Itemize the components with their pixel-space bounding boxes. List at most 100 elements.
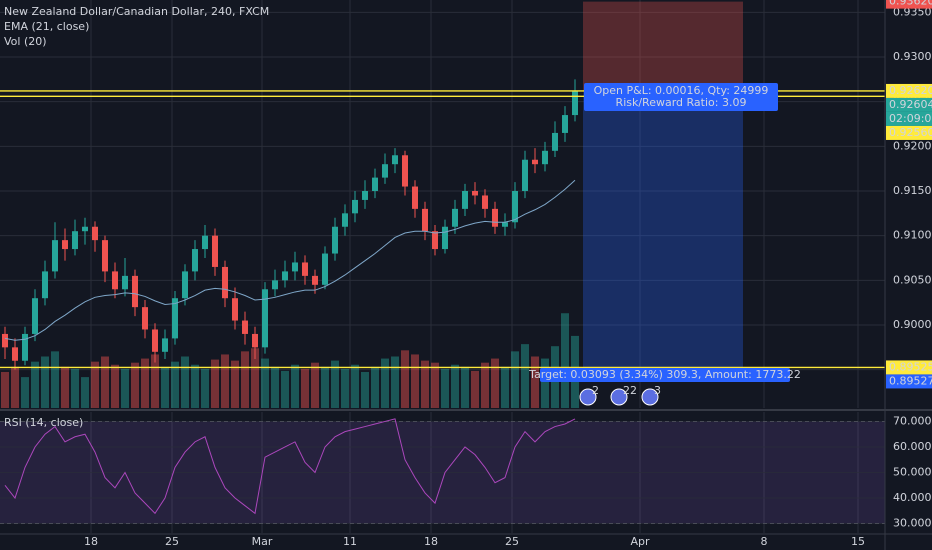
candle-body — [62, 240, 68, 250]
volume-bar — [321, 366, 329, 408]
volume-bar — [71, 368, 79, 408]
candle-body — [162, 338, 168, 352]
volume-bar — [461, 366, 469, 408]
event-count: 2 — [592, 384, 599, 397]
candle-body — [112, 271, 118, 290]
volume-bar — [521, 344, 529, 408]
candle-body — [182, 271, 188, 299]
target-box — [540, 368, 790, 382]
candle-body — [292, 262, 298, 272]
candle-body — [462, 191, 468, 209]
volume-bar — [311, 362, 319, 408]
candle-body — [32, 298, 38, 334]
candle-body — [172, 298, 178, 339]
volume-bar — [351, 364, 359, 408]
event-icon — [641, 388, 659, 406]
candle-body — [252, 333, 258, 348]
volume-bar — [271, 366, 279, 408]
candle-body — [562, 115, 568, 133]
x-tick-label: 15 — [851, 535, 865, 548]
price-tag-bg — [886, 83, 932, 98]
candle-body — [242, 320, 248, 334]
event-count: 3 — [654, 384, 661, 397]
x-tick-label: Apr — [630, 535, 650, 548]
volume-bar — [211, 359, 219, 408]
volume-bar — [201, 368, 209, 408]
volume-bar — [21, 377, 29, 408]
volume-bar — [421, 360, 429, 408]
volume-bar — [481, 362, 489, 408]
candle-body — [152, 329, 158, 352]
ema-line — [4, 179, 576, 341]
volume-bar — [91, 361, 99, 408]
rr-label: Risk/Reward Ratio: 3.09 — [616, 96, 747, 109]
target-zone — [583, 90, 743, 368]
volume-bar — [511, 351, 519, 408]
chart-title: New Zealand Dollar/Canadian Dollar, 240,… — [4, 5, 269, 18]
candle-body — [282, 271, 288, 281]
price-tag-bg — [886, 97, 932, 112]
candle-body — [192, 249, 198, 272]
candle-body — [142, 307, 148, 330]
candle-body — [352, 199, 358, 214]
volume-bar — [391, 356, 399, 408]
volume-bar — [131, 362, 139, 408]
candle-body — [132, 275, 138, 308]
volume-bar — [291, 364, 299, 408]
candle-body — [52, 240, 58, 272]
volume-bar — [431, 362, 439, 408]
vol-legend: Vol (20) — [4, 35, 47, 48]
countdown-bg — [886, 111, 932, 126]
candle-body — [372, 177, 378, 192]
volume-bar — [181, 356, 189, 408]
volume-bar — [331, 360, 339, 408]
volume-bar — [1, 371, 9, 408]
pnl-label: Open P&L: 0.00016, Qty: 24999 — [594, 84, 769, 97]
volume-bar — [141, 358, 149, 408]
volume-bar — [401, 350, 409, 408]
volume-bar — [251, 348, 259, 408]
candle-body — [42, 271, 48, 299]
candle-body — [552, 132, 558, 151]
candle-body — [392, 155, 398, 165]
volume-bar — [541, 358, 549, 408]
ema-legend: EMA (21, close) — [4, 20, 89, 33]
volume-bar — [151, 354, 159, 408]
volume-bar — [161, 366, 169, 408]
candle-body — [82, 226, 88, 232]
candle-body — [512, 191, 518, 223]
candle-body — [92, 226, 98, 241]
event-count: 22 — [623, 384, 637, 397]
volume-bar — [471, 370, 479, 408]
volume-bar — [411, 354, 419, 408]
candle-body — [432, 231, 438, 250]
price-tag: 0.93620 — [889, 0, 932, 8]
countdown: 02:09:08 — [889, 112, 932, 125]
volume-bar — [371, 366, 379, 408]
volume-bar — [81, 377, 89, 408]
volume-bar — [301, 368, 309, 408]
volume-bar — [281, 370, 289, 408]
candle-body — [22, 333, 28, 361]
candle-body — [272, 280, 278, 290]
candle-body — [492, 208, 498, 227]
candle-body — [102, 240, 108, 272]
volume-bar — [451, 364, 459, 408]
x-tick-label: 18 — [424, 535, 438, 548]
x-tick-label: 11 — [343, 535, 357, 548]
candle-body — [482, 195, 488, 209]
volume-bar — [31, 361, 39, 408]
volume-bar — [261, 358, 269, 408]
volume-bar — [111, 364, 119, 408]
volume-bar — [171, 361, 179, 408]
pnl-box — [584, 83, 778, 111]
price-tag-bg — [886, 0, 932, 9]
candle-body — [202, 235, 208, 250]
volume-bar — [561, 313, 569, 408]
